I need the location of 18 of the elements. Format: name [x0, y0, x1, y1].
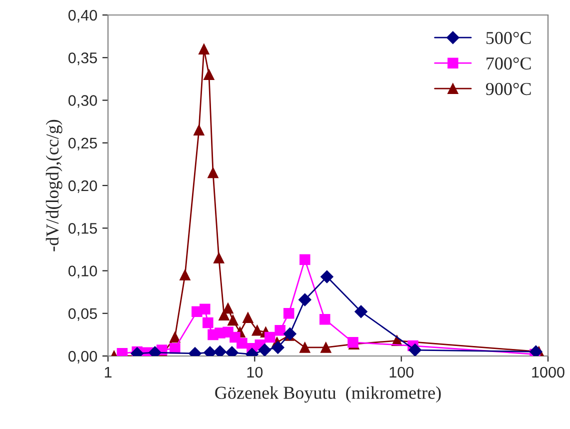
y-tick-label: 0,00 [68, 350, 97, 364]
y-axis-title: -dV/d(logd),(cc/g) [46, 120, 62, 252]
y-tick-label: 0,05 [68, 308, 97, 321]
x-tick-label: 1000 [532, 366, 564, 378]
x-axis-title: Gözenek Boyutu (mikrometre) [215, 386, 441, 403]
y-tick-label: 0,40 [68, 10, 97, 22]
y-tick-label: 0,35 [68, 52, 97, 66]
legend-label: 900°C [486, 82, 531, 96]
y-tick-label: 0,25 [68, 138, 97, 150]
y-tick-label: 0,30 [68, 95, 97, 108]
x-tick-label: 100 [390, 366, 414, 378]
legend-label: 500°C [486, 32, 531, 44]
y-tick-label: 0,10 [68, 266, 97, 278]
legend-label: 700°C [486, 57, 531, 70]
x-tick-label: 10 [247, 366, 263, 378]
y-tick-label: 0,15 [68, 222, 97, 236]
x-tick-label: 1 [104, 366, 112, 378]
y-tick-label: 0,20 [68, 180, 97, 193]
